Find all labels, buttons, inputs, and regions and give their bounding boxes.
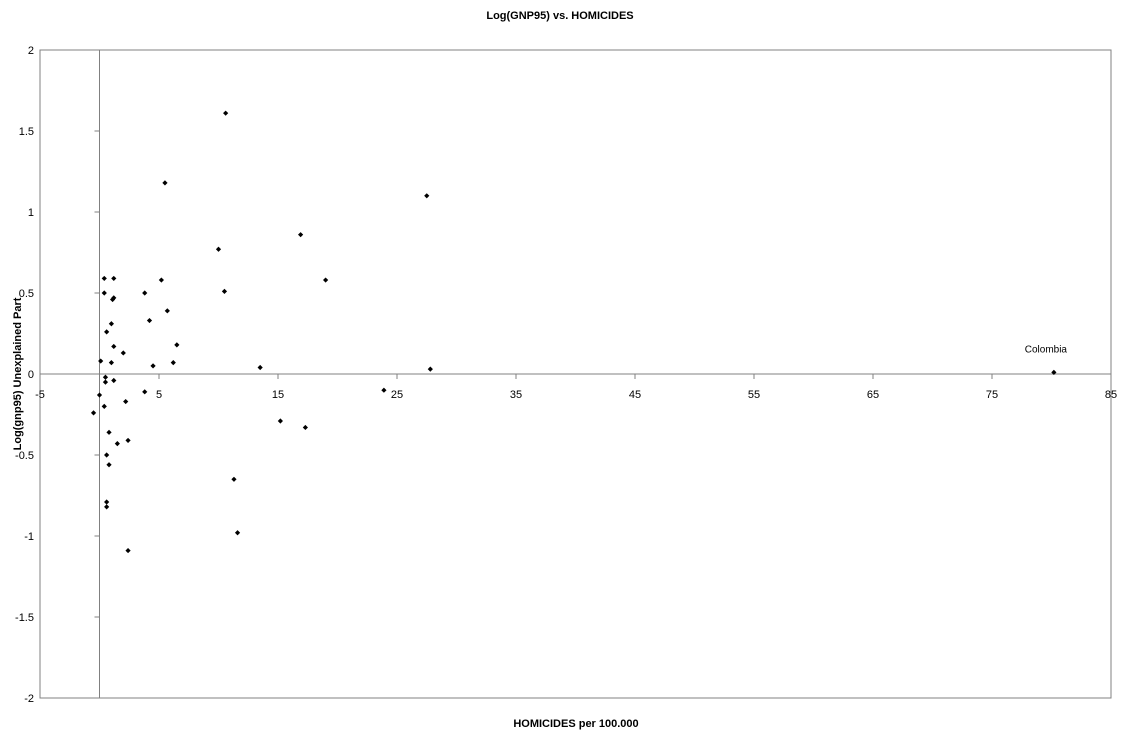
point-annotation: Colombia	[1025, 344, 1068, 355]
data-point	[125, 547, 131, 554]
data-point	[102, 374, 109, 380]
x-tick-label: 25	[391, 389, 403, 401]
data-point	[142, 290, 148, 296]
data-point	[1051, 369, 1057, 375]
x-tick-label: 65	[867, 389, 879, 401]
data-point	[120, 350, 126, 356]
data-point	[90, 410, 97, 416]
data-point	[111, 377, 117, 384]
data-point	[104, 504, 110, 510]
y-tick-label: -1	[24, 531, 34, 543]
y-axis-title: Log(gnp95) Unexplained Part	[12, 297, 24, 450]
data-point	[108, 360, 114, 366]
x-tick-label: 85	[1105, 389, 1117, 401]
data-point	[111, 343, 117, 350]
data-point	[231, 476, 237, 482]
data-point	[277, 418, 283, 424]
y-tick-label: 1.5	[19, 126, 34, 138]
data-point	[221, 288, 228, 294]
tick-labels: -5 5 15 25 35 45 55 65 75 85 2 1.5 1 0.5 0 -0.5 -1 -1.5 -2	[15, 45, 1117, 705]
data-point	[123, 398, 129, 405]
data-point	[170, 360, 176, 366]
data-point	[164, 308, 170, 314]
data-point	[108, 321, 114, 327]
y-tick-label: 2	[28, 45, 34, 57]
data-point	[125, 437, 131, 444]
x-tick-label: -5	[35, 389, 45, 401]
x-axis-title: HOMICIDES per 100.000	[513, 718, 638, 730]
annotations: Colombia	[1025, 344, 1068, 355]
data-point	[102, 379, 109, 385]
data-point	[427, 366, 433, 372]
data-point	[323, 277, 329, 283]
data-points	[90, 110, 1057, 554]
data-point	[215, 246, 222, 252]
x-tick-label: 45	[629, 389, 641, 401]
data-point	[158, 277, 164, 283]
data-point	[109, 296, 116, 303]
data-point	[98, 358, 104, 364]
y-tick-label: -2	[24, 693, 34, 705]
x-tick-label: 35	[510, 389, 522, 401]
data-point	[111, 275, 117, 282]
data-point	[298, 232, 304, 238]
data-point	[424, 193, 430, 199]
data-point	[162, 180, 168, 186]
x-tick-label: 75	[986, 389, 998, 401]
x-tick-label: 55	[748, 389, 760, 401]
data-point	[234, 530, 241, 536]
data-point	[101, 290, 107, 296]
data-point	[223, 110, 229, 116]
y-tick-label: -0.5	[15, 450, 34, 462]
data-point	[150, 363, 156, 369]
axes	[39, 49, 1112, 699]
y-tick-label: -1.5	[15, 612, 34, 624]
data-point	[174, 342, 180, 348]
data-point	[96, 392, 103, 398]
data-point	[104, 329, 110, 335]
data-point	[142, 389, 148, 395]
data-point	[257, 364, 263, 371]
data-point	[114, 441, 120, 447]
data-point	[302, 424, 308, 431]
x-tick-label: 15	[272, 389, 284, 401]
y-tick-label: 0	[28, 369, 34, 381]
data-point	[146, 317, 153, 324]
data-point	[111, 295, 117, 301]
chart-title: Log(GNP95) vs. HOMICIDES	[486, 10, 633, 22]
data-point	[101, 275, 107, 282]
y-tick-label: 0.5	[19, 288, 34, 300]
data-point	[104, 452, 110, 458]
data-point	[381, 387, 387, 393]
data-point	[101, 403, 107, 409]
data-point	[106, 462, 112, 468]
data-point	[106, 429, 112, 435]
x-tick-label: 5	[156, 389, 162, 401]
data-point	[104, 499, 110, 505]
y-tick-label: 1	[28, 207, 34, 219]
